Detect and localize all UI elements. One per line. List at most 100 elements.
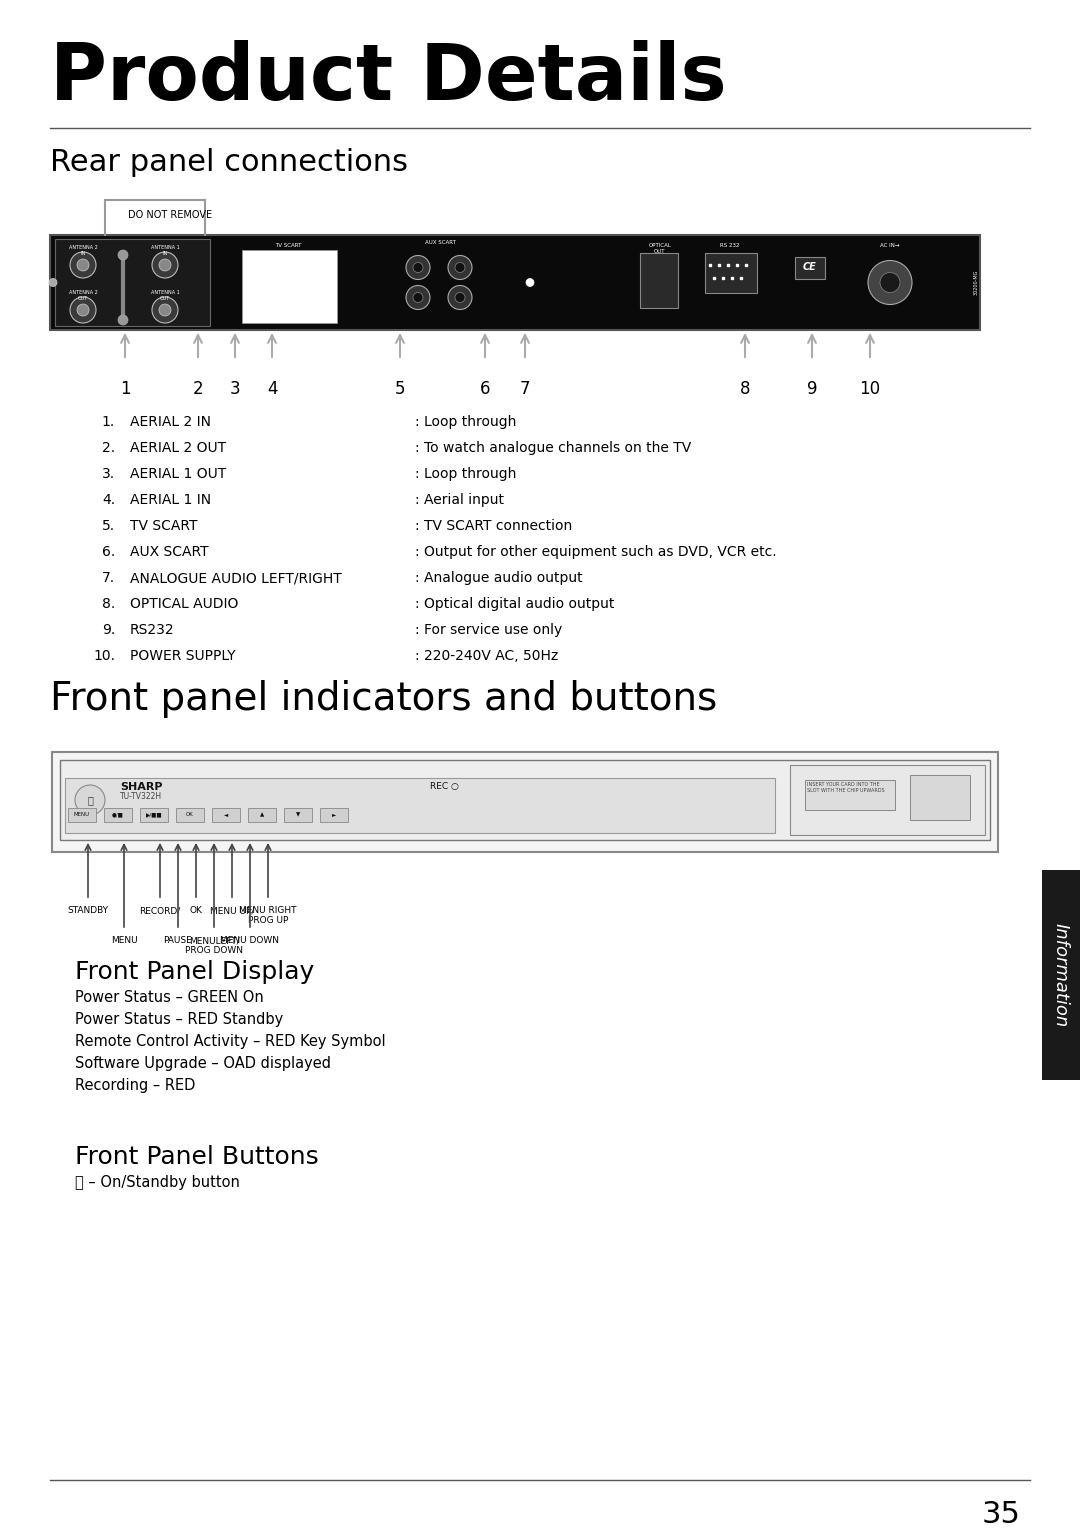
Text: : Analogue audio output: : Analogue audio output: [415, 571, 582, 585]
Text: 5.: 5.: [102, 519, 114, 533]
Text: OK: OK: [190, 905, 202, 915]
Circle shape: [455, 262, 465, 273]
Text: CE: CE: [804, 262, 816, 273]
Text: INSERT YOUR CARD INTO THE
SLOT WITH THE CHIP UPWARDS: INSERT YOUR CARD INTO THE SLOT WITH THE …: [807, 781, 885, 792]
Text: 6: 6: [480, 380, 490, 398]
Text: SHARP: SHARP: [120, 781, 162, 792]
Text: Product Details: Product Details: [50, 40, 727, 116]
Circle shape: [448, 256, 472, 279]
Text: AUX SCART: AUX SCART: [424, 241, 456, 245]
Text: MENULEFT/
PROG DOWN: MENULEFT/ PROG DOWN: [185, 936, 243, 956]
Text: Information: Information: [1052, 922, 1070, 1026]
Text: AERIAL 1 IN: AERIAL 1 IN: [130, 493, 211, 507]
Circle shape: [70, 251, 96, 277]
Text: AUX SCART: AUX SCART: [130, 545, 208, 559]
Circle shape: [413, 262, 423, 273]
Text: 7.: 7.: [102, 571, 114, 585]
Circle shape: [77, 303, 89, 316]
Circle shape: [868, 260, 912, 305]
Circle shape: [118, 250, 129, 260]
Circle shape: [880, 273, 900, 293]
Text: 7: 7: [519, 380, 530, 398]
Text: Recording – RED: Recording – RED: [75, 1079, 195, 1092]
Text: : TV SCART connection: : TV SCART connection: [415, 519, 572, 533]
Circle shape: [406, 256, 430, 279]
Text: REC ○: REC ○: [430, 781, 459, 791]
Text: 3.: 3.: [102, 467, 114, 481]
Bar: [140, 807, 168, 823]
Bar: [50, 234, 980, 329]
Text: OPTICAL AUDIO: OPTICAL AUDIO: [130, 597, 239, 611]
Bar: [60, 760, 990, 840]
Text: 6.: 6.: [102, 545, 114, 559]
Text: : 220-240V AC, 50Hz: : 220-240V AC, 50Hz: [415, 650, 558, 663]
Bar: [55, 239, 210, 326]
Text: : Loop through: : Loop through: [415, 467, 516, 481]
Text: 10: 10: [860, 380, 880, 398]
Text: ▲: ▲: [260, 812, 265, 818]
Text: Software Upgrade – OAD displayed: Software Upgrade – OAD displayed: [75, 1056, 330, 1071]
Bar: [910, 775, 970, 820]
Text: 10.: 10.: [93, 650, 114, 663]
Circle shape: [152, 251, 178, 277]
Text: ⏻ – On/Standby button: ⏻ – On/Standby button: [75, 1175, 240, 1190]
Text: 35: 35: [981, 1500, 1020, 1529]
Text: ◄: ◄: [224, 812, 228, 818]
Text: PAUSE: PAUSE: [164, 936, 192, 945]
Bar: [52, 752, 998, 852]
Text: MENU UP/: MENU UP/: [210, 905, 254, 915]
Text: 1.: 1.: [102, 415, 114, 429]
Text: POWER SUPPLY: POWER SUPPLY: [130, 650, 235, 663]
Bar: [789, 764, 985, 835]
Text: 4.: 4.: [102, 493, 114, 507]
Bar: [284, 807, 312, 823]
Circle shape: [75, 784, 105, 815]
Text: TV SCART: TV SCART: [130, 519, 198, 533]
Text: Power Status – GREEN On: Power Status – GREEN On: [75, 990, 264, 1005]
Text: RS 232: RS 232: [720, 244, 740, 248]
Circle shape: [406, 285, 430, 309]
Bar: [1042, 870, 1080, 1080]
Text: MENU DOWN: MENU DOWN: [220, 936, 280, 945]
Bar: [795, 257, 825, 279]
Text: : Loop through: : Loop through: [415, 415, 516, 429]
Text: MENU RIGHT
PROG UP: MENU RIGHT PROG UP: [240, 905, 297, 925]
Text: TU-TV322H: TU-TV322H: [120, 792, 162, 801]
Text: 1: 1: [120, 380, 131, 398]
Bar: [805, 780, 895, 810]
Text: ▶/■■: ▶/■■: [146, 812, 162, 818]
Bar: [212, 807, 240, 823]
Bar: [176, 807, 204, 823]
Text: 9.: 9.: [102, 624, 114, 637]
Text: Remote Control Activity – RED Key Symbol: Remote Control Activity – RED Key Symbol: [75, 1034, 386, 1049]
Circle shape: [49, 279, 57, 286]
Text: ●/■: ●/■: [112, 812, 124, 818]
Text: 8: 8: [740, 380, 751, 398]
Text: 5: 5: [395, 380, 405, 398]
Text: ANTENNA 2
OUT: ANTENNA 2 OUT: [69, 290, 97, 300]
Circle shape: [159, 303, 171, 316]
Text: Front Panel Display: Front Panel Display: [75, 961, 314, 984]
Text: Rear panel connections: Rear panel connections: [50, 149, 408, 178]
Text: : Output for other equipment such as DVD, VCR etc.: : Output for other equipment such as DVD…: [415, 545, 777, 559]
Text: AERIAL 2 IN: AERIAL 2 IN: [130, 415, 211, 429]
Circle shape: [413, 293, 423, 302]
Text: OK: OK: [186, 812, 194, 818]
Text: RECORD/: RECORD/: [139, 905, 180, 915]
Bar: [68, 807, 96, 823]
Text: AERIAL 2 OUT: AERIAL 2 OUT: [130, 441, 226, 455]
Text: STANDBY: STANDBY: [67, 905, 109, 915]
Text: RS232: RS232: [130, 624, 175, 637]
Text: ANTENNA 2
IN: ANTENNA 2 IN: [69, 245, 97, 256]
Circle shape: [159, 259, 171, 271]
Text: Power Status – RED Standby: Power Status – RED Standby: [75, 1013, 283, 1026]
Circle shape: [526, 279, 534, 286]
Text: 8.: 8.: [102, 597, 114, 611]
Text: 3: 3: [230, 380, 241, 398]
Bar: [320, 807, 348, 823]
Bar: [65, 778, 775, 833]
Text: OPTICAL
OUT: OPTICAL OUT: [649, 244, 672, 254]
Text: AERIAL 1 OUT: AERIAL 1 OUT: [130, 467, 226, 481]
Bar: [248, 807, 276, 823]
Bar: [640, 253, 678, 308]
